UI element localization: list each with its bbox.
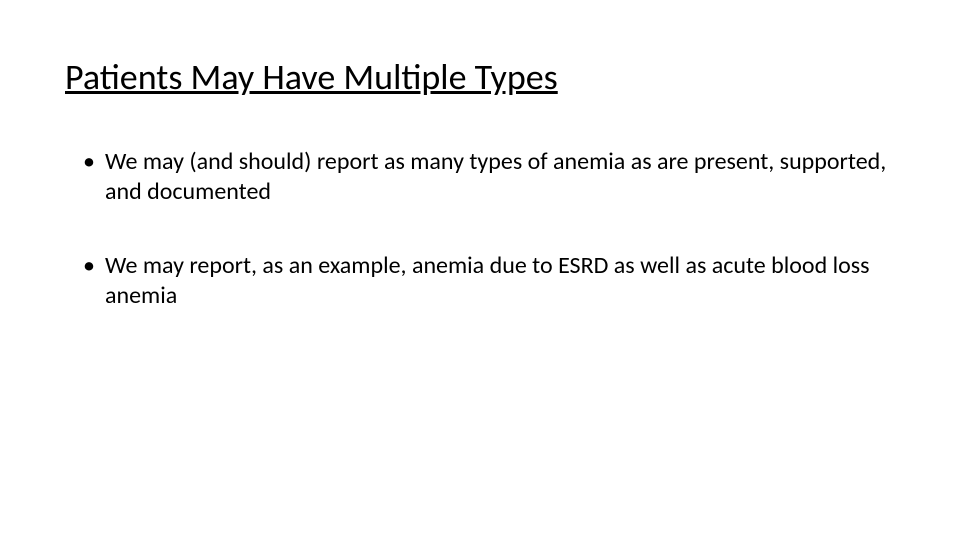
bullet-item: We may report, as an example, anemia due… bbox=[83, 251, 895, 311]
bullet-item: We may (and should) report as many types… bbox=[83, 147, 895, 207]
slide-title: Patients May Have Multiple Types bbox=[65, 55, 895, 99]
bullet-list: We may (and should) report as many types… bbox=[65, 147, 895, 311]
